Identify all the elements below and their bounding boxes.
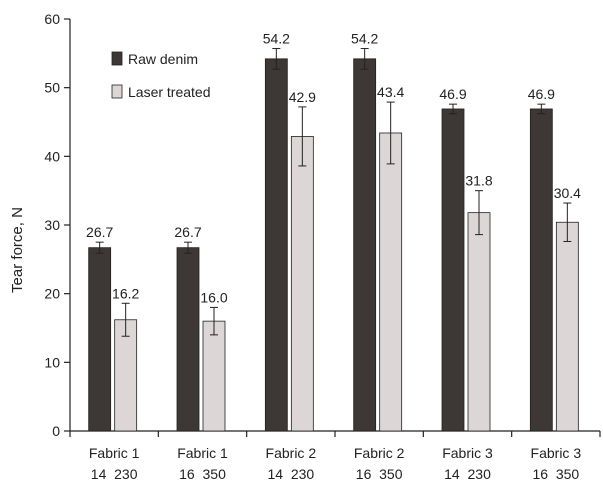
bar-laser-treated [379,132,403,432]
x-category-sublabel: 14 230 [91,466,138,482]
legend: Raw denim Laser treated [111,51,211,100]
x-category-sublabel: 16 350 [356,466,403,482]
data-label: 16.2 [112,285,139,301]
y-tick-label: 60 [44,11,60,27]
bar-raw-denim [176,247,200,432]
data-label: 46.9 [439,86,466,102]
data-label: 16.0 [200,289,227,305]
data-labels: 26.7 26.7 54.2 54.2 46.9 46.9 16.2 16.0 42.9 43.4… [86,31,581,306]
bar-raw-denim [88,247,112,432]
bars [88,58,579,432]
x-axis [69,430,601,437]
y-axis-title: Tear force, N [9,207,26,293]
data-label: 46.9 [528,86,555,102]
bar-raw-denim [264,58,288,432]
bar-laser-treated [202,320,226,432]
x-category-sublabel: 14 230 [444,466,491,482]
x-category-sublabel: 14 230 [267,466,314,482]
x-category-sublabel: 16 350 [532,466,579,482]
y-tick-label: 10 [44,354,60,370]
bar-laser-treated [555,221,579,432]
bar-laser-treated [290,136,314,432]
x-category-label: Fabric 1 [177,445,228,461]
data-label: 54.2 [351,31,378,47]
y-axis: 0 10 20 30 40 50 60 [44,11,71,439]
data-label: 26.7 [86,224,113,240]
y-tick-label: 20 [44,286,60,302]
legend-swatch [111,51,123,66]
x-category-label: Fabric 3 [442,445,493,461]
data-label: 54.2 [263,31,290,47]
data-label: 30.4 [554,185,581,201]
data-label: 26.7 [174,224,201,240]
x-category-label: Fabric 2 [354,445,405,461]
bar-raw-denim [441,108,465,432]
y-tick-label: 50 [44,80,60,96]
legend-label: Laser treated [128,84,211,100]
y-tick-label: 40 [44,148,60,164]
x-category-label: Fabric 2 [266,445,317,461]
data-label: 42.9 [289,89,316,105]
x-category-sublabel: 16 350 [179,466,226,482]
error-bars [95,48,572,337]
x-category-label: Fabric 3 [531,445,582,461]
legend-label: Raw denim [128,51,198,67]
x-category-label: Fabric 1 [89,445,140,461]
y-tick-label: 0 [52,423,60,439]
data-label: 43.4 [377,84,404,100]
bar-raw-denim [529,108,553,432]
legend-swatch [111,84,123,99]
category-labels: Fabric 1 14 230 Fabric 1 16 350 Fabric 2 14 2… [89,445,581,482]
bar-raw-denim [353,58,377,432]
bar-laser-treated [467,212,491,432]
data-label: 31.8 [465,173,492,189]
y-tick-label: 30 [44,217,60,233]
